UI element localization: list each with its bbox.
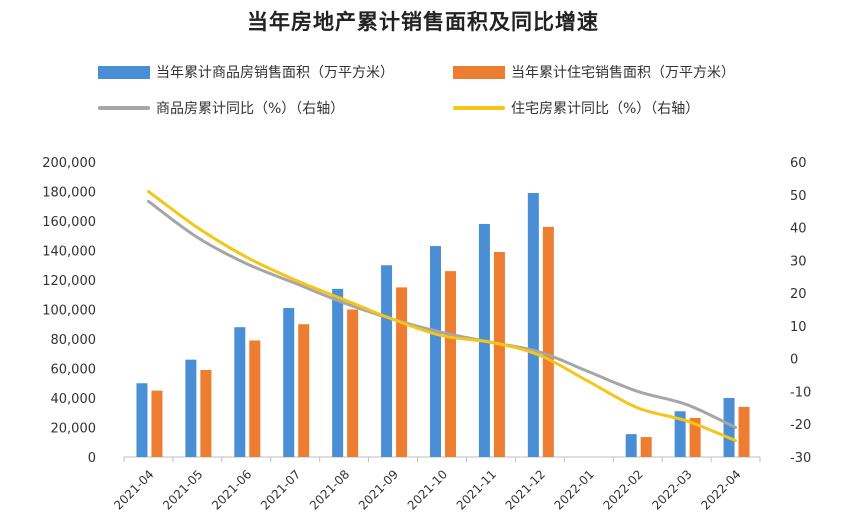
bar-commercial-area [674,411,686,457]
bar-commercial-area [527,192,539,457]
legend-item-residential-area: 当年累计住宅销售面积（万平方米） [453,62,735,82]
x-tick-label: 2022-02 [600,467,645,512]
legend-swatch-commercial-yoy [98,106,150,110]
y-right-tick-label: 0 [790,353,798,368]
y-left-tick-label: 60,000 [51,363,97,378]
legend-item-commercial-area: 当年累计商品房销售面积（万平方米） [98,62,394,82]
y-right-tick-label: -30 [790,451,811,466]
y-left-tick-label: 160,000 [42,215,96,230]
x-tick-label: 2021-12 [503,467,548,512]
bar-residential-area [445,271,456,457]
bar-residential-area [200,369,212,457]
bar-residential-area [347,309,359,457]
line-residential-yoy [146,190,738,443]
bar-commercial-area [234,327,246,457]
legend-label-residential-area: 当年累计住宅销售面积（万平方米） [511,65,735,81]
bar-commercial-area [430,246,441,457]
bar-commercial-area [283,308,295,457]
y-right-tick-label: 50 [790,189,807,204]
bar-residential-area [493,251,505,457]
bar-residential-area [542,226,554,457]
legend-swatch-residential-yoy [453,106,505,110]
legend-swatch-residential-area [453,65,505,79]
x-tick-label: 2021-11 [454,467,499,512]
x-tick-label: 2021-09 [356,467,401,512]
legend-label-commercial-yoy: 商品房累计同比（%）（右轴） [156,101,345,117]
y-right-tick-label: -10 [790,385,811,400]
x-tick-label: 2021-10 [405,467,450,512]
y-right-tick-label: 10 [790,320,807,335]
chart-title: 当年房地产累计销售面积及同比增速 [247,10,599,34]
x-tick-label: 2022-04 [698,467,743,512]
bar-commercial-area [723,398,735,457]
y-left-tick-label: 140,000 [42,245,96,260]
y-left-tick-label: 20,000 [51,422,97,437]
bar-residential-area [298,324,310,457]
bar-commercial-area [185,359,197,457]
bar-commercial-area [332,288,344,457]
y-left-tick-label: 200,000 [42,156,96,171]
y-left-tick-label: 100,000 [42,304,96,319]
bar-residential-area [738,406,750,457]
bar-residential-area [249,340,261,457]
y-left-tick-label: 120,000 [42,274,96,289]
x-tick-label: 2022-03 [649,467,694,512]
x-tick-label: 2022-01 [552,467,597,512]
y-left-tick-label: 0 [88,451,96,466]
line-commercial-yoy [146,199,738,429]
bar-residential-area [151,390,163,457]
bar-residential-area [689,417,701,457]
legend-item-residential-yoy: 住宅房累计同比（%）（右轴） [453,98,699,118]
y-left-tick-label: 80,000 [51,333,97,348]
bar-residential-area [396,287,408,457]
bar-commercial-area [381,265,393,457]
x-tick-label: 2021-06 [209,467,254,512]
bar-residential-area [640,437,652,457]
y-right-tick-label: -20 [790,418,811,433]
bar-commercial-area [136,383,148,457]
x-tick-label: 2021-05 [160,467,205,512]
legend-label-residential-yoy: 住宅房累计同比（%）（右轴） [511,101,700,117]
y-right-tick-label: 60 [790,156,807,171]
y-right-tick-label: 20 [790,287,807,302]
legend-label-commercial-area: 当年累计商品房销售面积（万平方米） [156,65,394,81]
y-right-tick-label: 40 [790,222,807,237]
y-right-tick-label: 30 [790,254,807,269]
x-tick-label: 2021-07 [258,467,303,512]
x-tick-label: 2021-04 [111,467,156,512]
y-left-tick-label: 180,000 [42,186,96,201]
bar-commercial-area [625,434,637,457]
x-tick-label: 2021-08 [307,467,352,512]
y-left-tick-label: 40,000 [51,392,97,407]
legend-item-commercial-yoy: 商品房累计同比（%）（右轴） [98,98,344,118]
legend-swatch-commercial-area [98,65,150,79]
